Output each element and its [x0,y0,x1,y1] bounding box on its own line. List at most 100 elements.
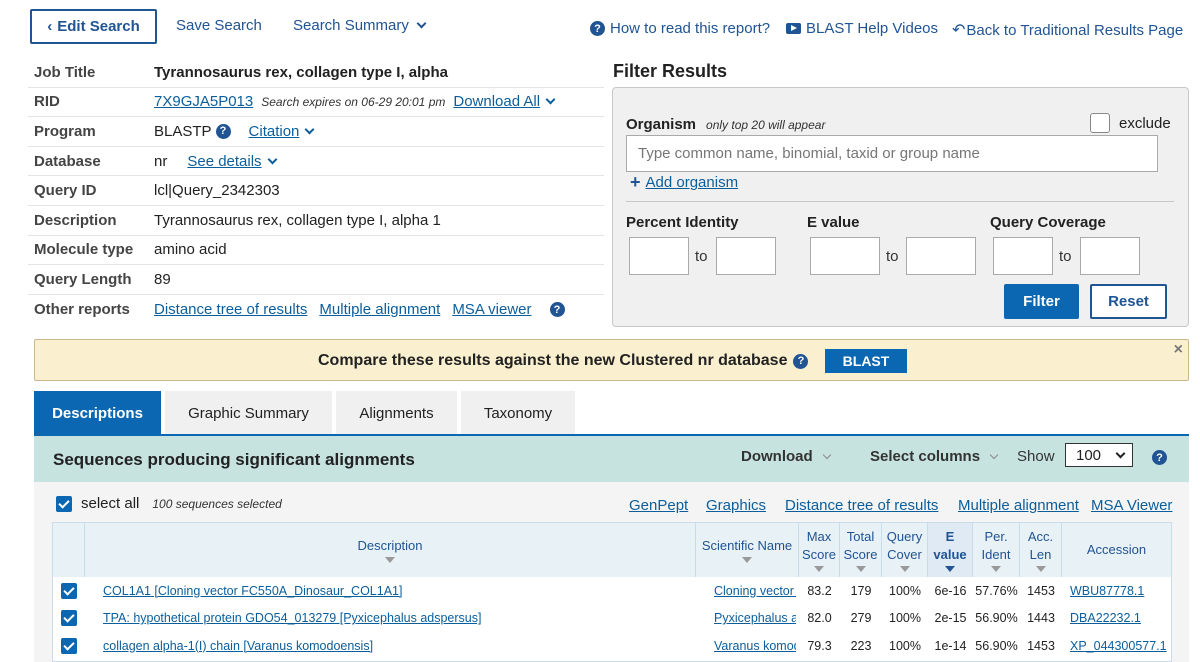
back-traditional-link[interactable]: ↶ Back to Traditional Results Page [952,20,1183,40]
row-accession-link[interactable]: DBA22232.1 [1070,611,1141,626]
help-icon[interactable]: ? [793,353,809,369]
table-row[interactable]: COL1A1 [Cloning vector FC550A_Dinosaur_C… [53,577,1171,605]
row-sci-name-link[interactable]: Varanus komodo... [714,638,796,653]
download-dropdown[interactable]: Download [741,448,831,465]
back-traditional-label: Back to Traditional Results Page [966,21,1184,39]
header-label: Score [802,547,836,562]
filter-button[interactable]: Filter [1004,284,1079,319]
help-icon[interactable]: ? [215,123,231,139]
query-coverage-max-input[interactable] [1080,237,1140,275]
header-accession[interactable]: Accession [1062,523,1171,577]
distance-tree-link[interactable]: Distance tree of results [154,301,308,319]
header-label: Len [1029,547,1052,562]
save-search-link[interactable]: Save Search [176,17,262,34]
tab-taxonomy[interactable]: Taxonomy [461,391,575,435]
search-summary-label: Search Summary [293,17,409,34]
header-label: Query [886,529,923,544]
table-row[interactable]: TPA: hypothetical protein GDO54_013279 [… [53,605,1171,633]
row-acc-len: 1443 [1027,611,1055,626]
sort-icon [991,566,1001,572]
to-label: to [1059,248,1072,265]
row-checkbox[interactable] [61,577,79,605]
checkbox-checked-icon [61,637,77,654]
header-label: value [933,547,967,562]
row-checkbox[interactable] [61,632,79,660]
sort-icon [855,566,866,572]
results-header: Sequences producing significant alignmen… [34,436,1189,482]
help-icon[interactable]: ? [1152,450,1167,465]
select-columns-dropdown[interactable]: Select columns [870,448,999,465]
row-e-value: 1e-14 [934,638,967,653]
row-description-link[interactable]: collagen alpha-1(I) chain [Varanus komod… [103,638,374,653]
reset-button[interactable]: Reset [1090,284,1167,319]
row-accession-link[interactable]: WBU87778.1 [1070,583,1145,598]
job-row-query-id: Query ID lcl|Query_2342303 [28,176,604,206]
query-coverage-min-input[interactable] [993,237,1053,275]
genpept-link[interactable]: GenPept [629,497,689,514]
job-row-title: Job Title Tyrannosaurus rex, collagen ty… [28,58,604,88]
header-label: Scientific Name [701,538,793,553]
msa-viewer-link[interactable]: MSA viewer [452,301,532,319]
row-checkbox[interactable] [61,605,79,633]
header-total-score[interactable]: Total Score [840,523,882,577]
row-description-link[interactable]: TPA: hypothetical protein GDO54_013279 [… [103,611,482,626]
download-all-dropdown[interactable]: Download All [453,93,556,110]
edit-search-label: Edit Search [57,18,140,35]
header-e-value[interactable]: E value [928,523,973,577]
header-label: Ident [981,547,1011,562]
msa-viewer-link[interactable]: MSA Viewer [1091,497,1173,514]
header-max-score[interactable]: Max Score [799,523,840,577]
header-description[interactable]: Description [85,523,696,577]
header-label: Cover [887,547,922,562]
row-acc-len: 1453 [1027,583,1055,598]
add-organism-link[interactable]: + Add organism [630,172,738,193]
see-details-dropdown[interactable]: See details [187,153,278,170]
tab-descriptions[interactable]: Descriptions [34,391,161,435]
graphics-link[interactable]: Graphics [706,497,767,514]
table-row[interactable]: collagen alpha-1(I) chain [Varanus komod… [53,632,1171,660]
multiple-alignment-link[interactable]: Multiple alignment [319,301,441,319]
show-count-select[interactable]: 100 [1065,443,1133,467]
molecule-type-value: amino acid [154,241,227,259]
rid-link[interactable]: 7X9GJA5P013 [154,93,254,111]
select-all-checkbox[interactable]: select all 100 sequences selected [56,495,282,512]
header-label: Per. [984,529,1008,544]
save-search-label: Save Search [176,17,262,34]
edit-search-button[interactable]: ‹ Edit Search [30,9,157,44]
header-scientific-name[interactable]: Scientific Name [696,523,799,577]
row-description-link[interactable]: COL1A1 [Cloning vector FC550A_Dinosaur_C… [103,583,403,598]
row-accession-link[interactable]: XP_044300577.1 [1070,638,1167,653]
header-label: Acc. [1027,529,1054,544]
undo-icon: ↶ [952,22,966,39]
row-total-score: 279 [850,611,872,626]
help-videos-link[interactable]: BLAST Help Videos [786,20,938,37]
job-label: RID [34,93,60,111]
row-sci-name-link[interactable]: Pyxicephalus ad... [714,611,796,626]
job-label: Molecule type [34,241,134,259]
percent-identity-max-input[interactable] [716,237,776,275]
row-sci-name-link[interactable]: Cloning vector F... [714,583,796,598]
help-icon[interactable]: ? [549,302,565,318]
header-query-cover[interactable]: Query Cover [882,523,928,577]
close-icon[interactable]: × [1173,341,1183,358]
header-per-ident[interactable]: Per. Ident [973,523,1020,577]
e-value-max-input[interactable] [906,237,976,275]
database-value: nr [154,152,168,170]
citation-dropdown[interactable]: Citation [249,123,315,140]
multiple-alignment-link[interactable]: Multiple alignment [958,497,1079,514]
header-label: Total [846,529,875,544]
blast-button[interactable]: BLAST [825,349,907,373]
tab-alignments[interactable]: Alignments [336,391,457,435]
checkbox-checked-icon [61,610,77,627]
job-row-query-length: Query Length 89 [28,265,604,295]
distance-tree-link[interactable]: Distance tree of results [785,497,939,514]
organism-input[interactable]: Type common name, binomial, taxid or gro… [626,135,1158,172]
search-summary-dropdown[interactable]: Search Summary [293,17,427,34]
tab-graphic-summary[interactable]: Graphic Summary [165,391,332,435]
percent-identity-min-input[interactable] [629,237,689,275]
e-value-min-input[interactable] [810,237,880,275]
exclude-checkbox[interactable]: exclude [1090,113,1171,133]
how-to-read-link[interactable]: ? How to read this report? [590,20,770,37]
header-acc-len[interactable]: Acc. Len [1020,523,1062,577]
job-row-other-reports: Other reports Distance tree of results M… [28,295,604,325]
